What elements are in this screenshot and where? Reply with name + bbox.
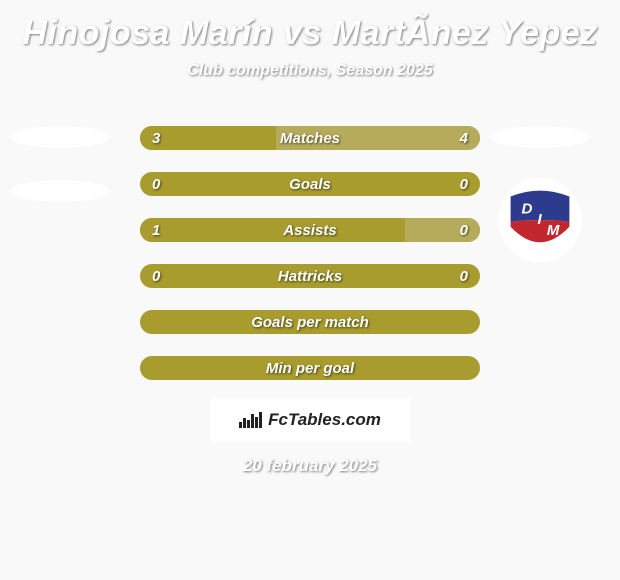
club-logo-right: D I M — [498, 178, 582, 262]
stat-row: Min per goal — [140, 356, 480, 380]
svg-text:D: D — [522, 200, 533, 217]
stat-value-left: 1 — [152, 222, 160, 239]
stat-value-right: 0 — [460, 176, 468, 193]
player-left-placeholder — [10, 126, 110, 148]
page-title: Hinojosa Marín vs MartÃnez Yepez — [0, 14, 620, 53]
stat-row: Assists 1 0 — [140, 218, 480, 242]
stat-label: Min per goal — [266, 360, 354, 377]
fctables-label: FcTables.com — [268, 410, 381, 430]
stat-value-left: 3 — [152, 130, 160, 147]
stat-value-right: 4 — [460, 130, 468, 147]
bar-chart-icon — [239, 412, 262, 428]
stat-value-right: 0 — [460, 268, 468, 285]
stat-label: Goals per match — [251, 314, 369, 331]
stat-label: Goals — [289, 176, 331, 193]
stat-value-right: 0 — [460, 222, 468, 239]
stat-value-left: 0 — [152, 268, 160, 285]
stat-label: Assists — [283, 222, 336, 239]
stat-row: Hattricks 0 0 — [140, 264, 480, 288]
stat-label: Hattricks — [278, 268, 342, 285]
stat-value-left: 0 — [152, 176, 160, 193]
player-left-placeholder — [10, 180, 110, 202]
stat-bar-left — [140, 126, 276, 150]
stat-bar-right — [405, 218, 480, 242]
stat-row: Matches 3 4 — [140, 126, 480, 150]
player-right-placeholder — [490, 126, 590, 148]
fctables-watermark: FcTables.com — [210, 398, 410, 442]
svg-text:M: M — [547, 222, 560, 239]
footer-date: 20 february 2025 — [0, 456, 620, 476]
stat-label: Matches — [280, 130, 340, 147]
stat-row: Goals 0 0 — [140, 172, 480, 196]
page-subtitle: Club competitions, Season 2025 — [0, 62, 620, 80]
stat-row: Goals per match — [140, 310, 480, 334]
stat-bar-left — [140, 218, 405, 242]
